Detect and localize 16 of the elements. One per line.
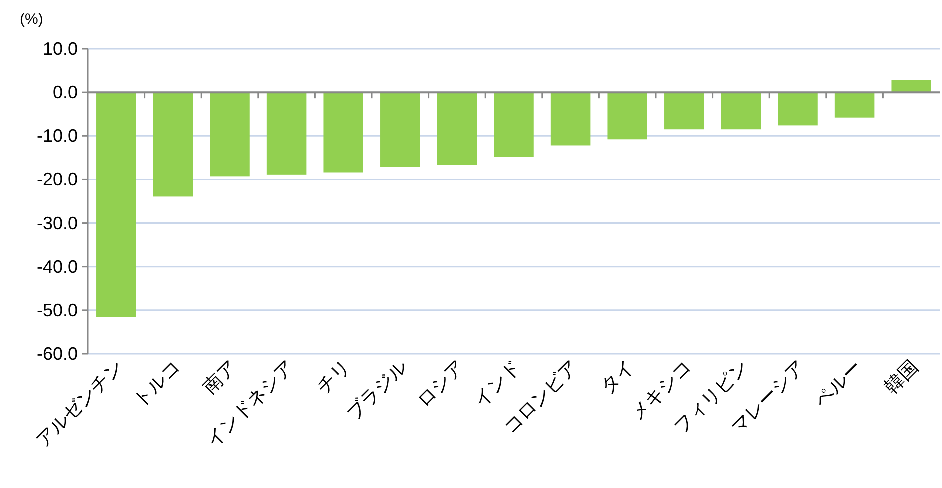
y-tick-label: -10.0	[36, 126, 78, 146]
x-tick-label: チリ	[313, 356, 356, 398]
x-tick-label: トルコ	[130, 356, 185, 412]
y-axis-title: (%)	[20, 11, 44, 28]
y-tick-label: -50.0	[36, 300, 78, 320]
y-tick-label: 10.0	[42, 39, 78, 59]
y-tick-label: -20.0	[36, 170, 78, 190]
y-tick-label: -60.0	[36, 344, 78, 364]
x-tick-label: 南ア	[200, 356, 242, 398]
y-tick-label: 0.0	[52, 82, 78, 103]
x-tick-label: ロシア	[414, 356, 469, 412]
x-tick-label: ペルー	[811, 356, 866, 412]
y-tick-label: -40.0	[36, 256, 78, 277]
x-tick-label: タイ	[597, 356, 640, 398]
x-tick-label: 韓国	[881, 356, 924, 398]
y-tick-label: -30.0	[36, 213, 78, 234]
